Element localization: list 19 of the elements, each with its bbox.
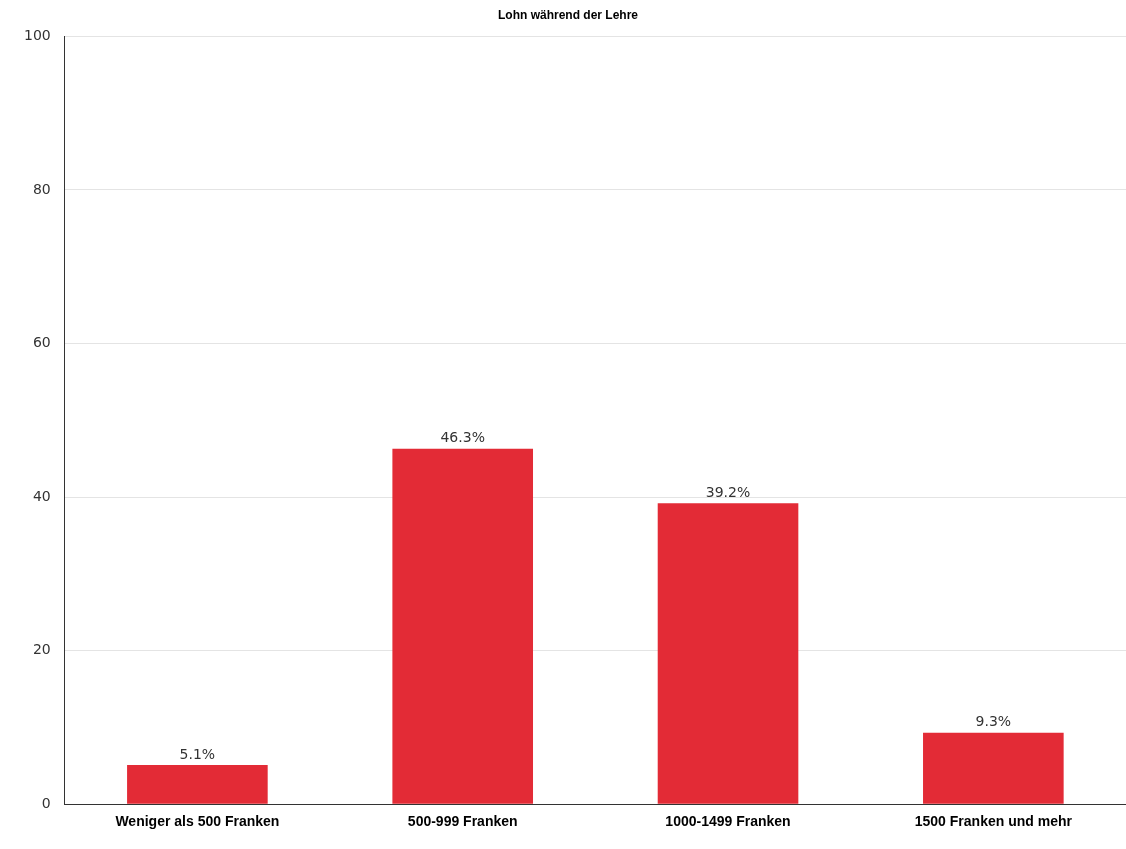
y-tick-label: 0 xyxy=(41,794,51,811)
y-tick-label: 80 xyxy=(32,180,51,197)
bar xyxy=(127,765,268,804)
data-label: 46.3% xyxy=(440,429,485,446)
y-tick-label: 100 xyxy=(23,27,51,44)
x-tick-label: 1000-1499 Franken xyxy=(665,813,791,830)
y-tick-label: 60 xyxy=(32,334,51,351)
data-label: 39.2% xyxy=(705,483,751,500)
bar xyxy=(392,448,534,804)
bar xyxy=(923,732,1064,804)
bar xyxy=(657,503,799,804)
y-tick-label: 40 xyxy=(32,487,51,504)
data-label: 5.1% xyxy=(179,745,216,762)
y-tick-label: 20 xyxy=(32,641,51,658)
x-tick-label: 500-999 Franken xyxy=(407,813,518,830)
x-tick-label: Weniger als 500 Franken xyxy=(115,813,280,830)
chart-title: Lohn während der Lehre xyxy=(497,7,639,22)
data-label: 9.3% xyxy=(975,713,1012,730)
x-tick-label: 1500 Franken und mehr xyxy=(914,813,1073,830)
